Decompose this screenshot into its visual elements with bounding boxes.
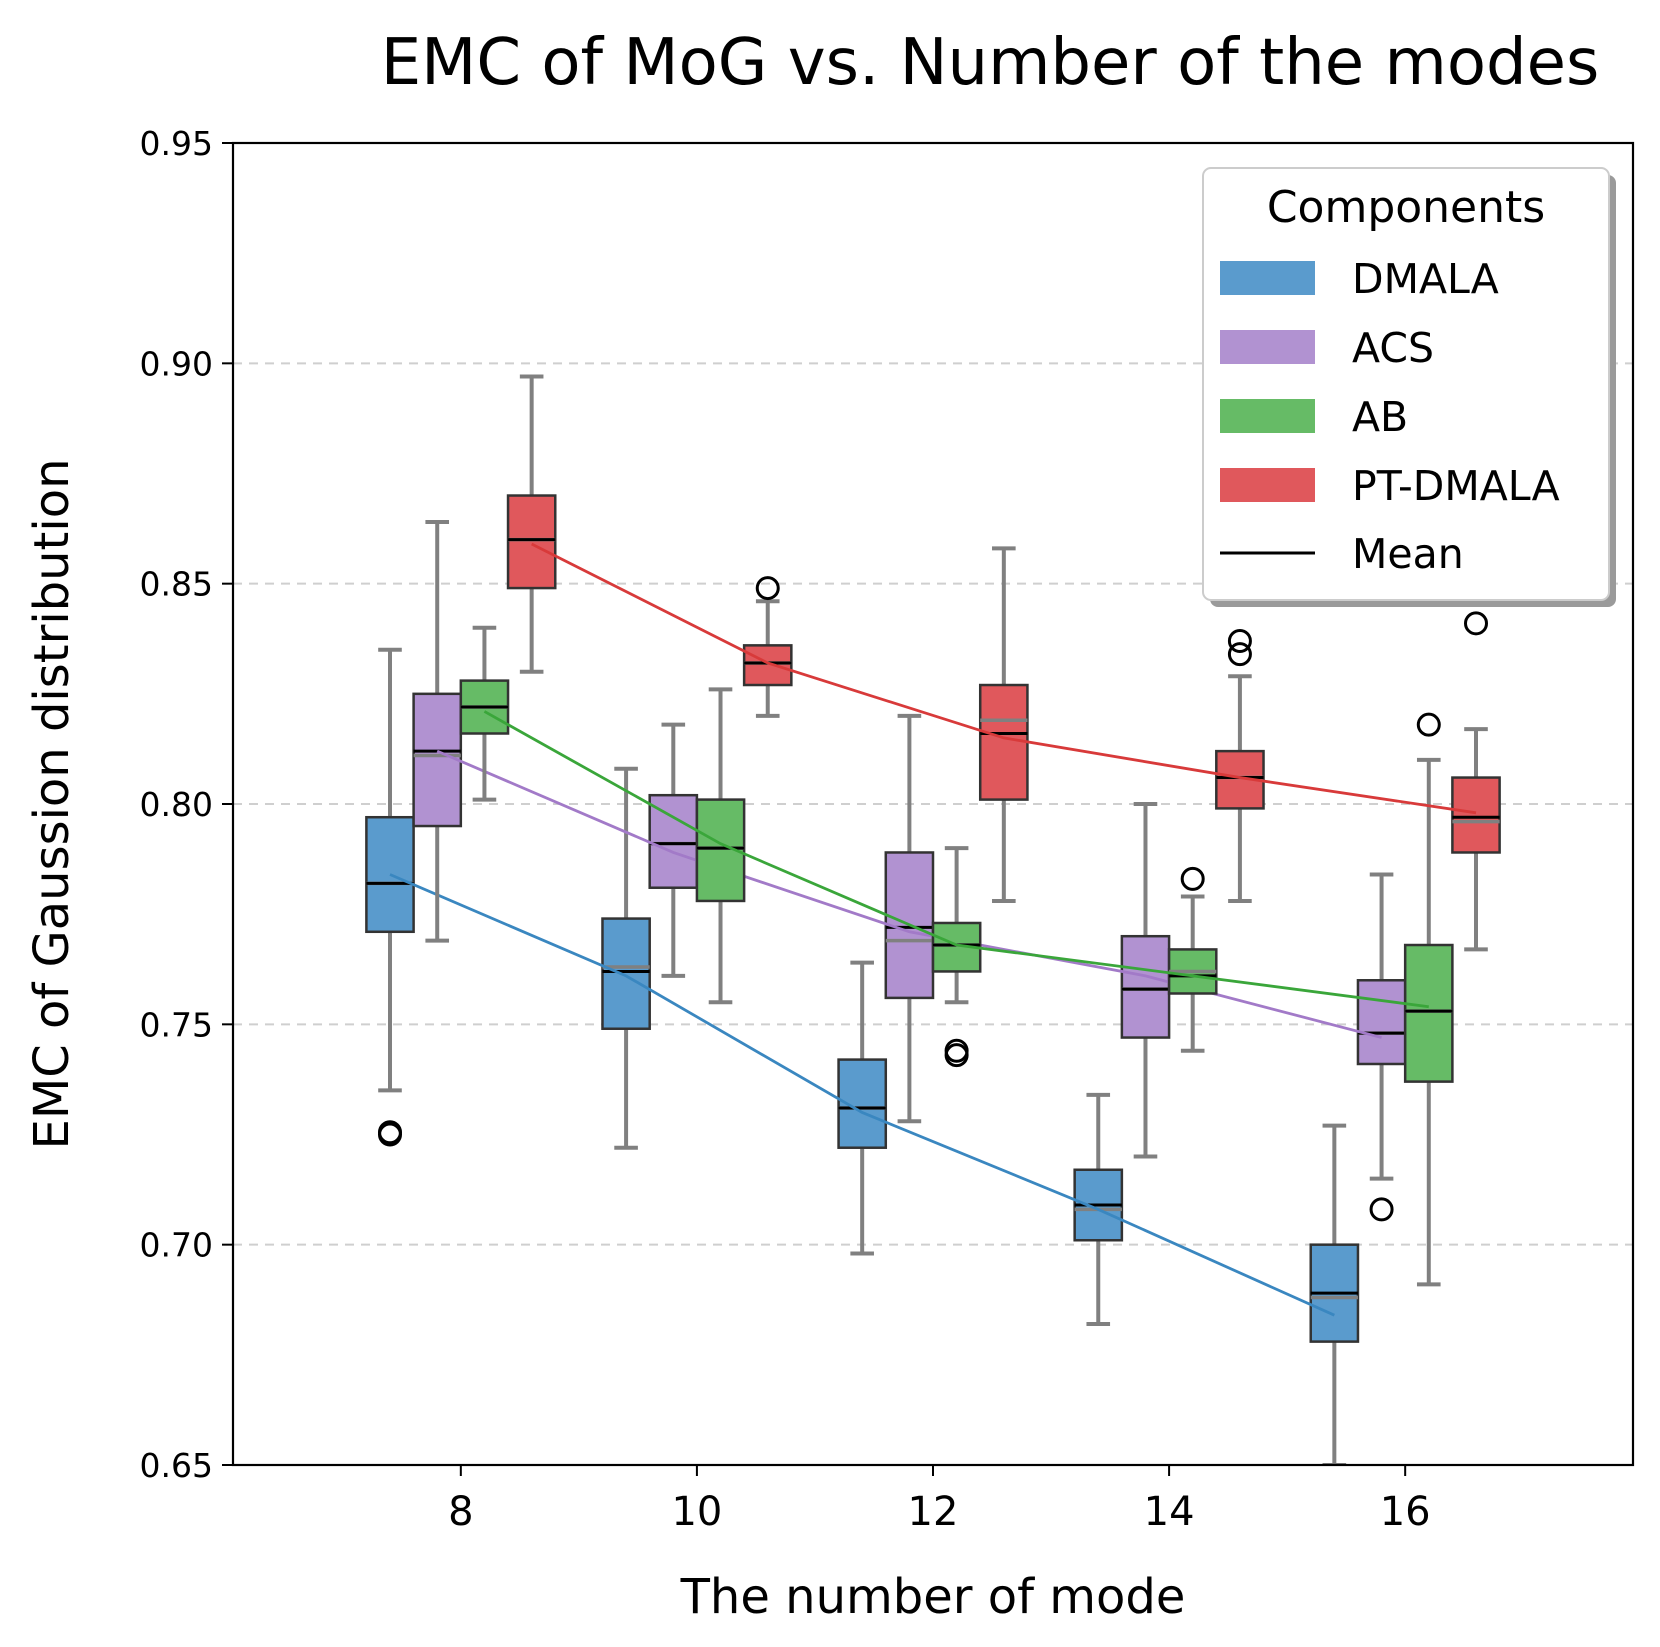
y-tick-label: 0.65 xyxy=(140,1446,213,1485)
box-acs-14-box xyxy=(1120,934,1171,1039)
legend-label-pt-dmala: PT-DMALA xyxy=(1352,462,1560,510)
box-pt-dmala-14-outlier xyxy=(1227,642,1252,667)
legend-swatch-ab xyxy=(1220,399,1315,433)
y-tick-label: 0.75 xyxy=(140,1005,213,1044)
box-dmala-8-outlier xyxy=(377,1120,402,1145)
x-tick-label: 16 xyxy=(1380,1489,1431,1535)
box-pt-dmala-8-box xyxy=(506,494,557,590)
box-acs-16-box xyxy=(1356,979,1407,1066)
chart-title: EMC of MoG vs. Number of the modes xyxy=(381,26,1600,100)
box-pt-dmala-16-outlier xyxy=(1464,611,1489,636)
y-tick-label: 0.70 xyxy=(140,1226,213,1265)
y-tick-label: 0.90 xyxy=(140,344,213,383)
box-ab-12-outlier xyxy=(944,1038,969,1063)
legend-label-dmala: DMALA xyxy=(1352,255,1499,303)
mean-line-ab xyxy=(483,710,1429,1009)
series-dmala xyxy=(365,647,1360,1465)
legend-swatch-pt-dmala xyxy=(1220,468,1315,502)
x-tick-label: 10 xyxy=(671,1489,722,1535)
box-ab-16-outlier xyxy=(1416,712,1441,737)
legend-label-ab: AB xyxy=(1352,393,1408,441)
box-pt-dmala-16-box xyxy=(1451,776,1501,854)
mean-line-pt-dmala xyxy=(531,542,1477,815)
series-ab xyxy=(459,625,1454,1287)
legend-title: Components xyxy=(1267,182,1545,233)
x-tick-label: 8 xyxy=(448,1489,473,1535)
mean-line-acs xyxy=(436,749,1382,1039)
y-tick-label: 0.85 xyxy=(140,565,213,604)
box-pt-dmala-14-outlier xyxy=(1227,628,1252,653)
box-ab-14-outlier xyxy=(1180,866,1205,891)
legend-label-acs: ACS xyxy=(1352,324,1434,372)
mean-line-dmala xyxy=(389,873,1335,1317)
x-axis-label: The number of mode xyxy=(680,1569,1186,1625)
box-pt-dmala-10-outlier xyxy=(755,576,780,601)
series-layer xyxy=(365,374,1501,1465)
box-dmala-10-box xyxy=(601,917,651,1030)
axes-layer: 0.65 0.70 0.75 0.80 0.85 0.90 0.95 8 10 12 14 16 xyxy=(140,124,1431,1535)
box-dmala-12-box xyxy=(837,1058,888,1149)
box-acs-8-box xyxy=(412,692,463,828)
series-acs xyxy=(412,519,1407,1222)
legend-entries: DMALA ACS AB PT-DMALA Mean xyxy=(1220,255,1560,578)
legend-label-mean: Mean xyxy=(1352,530,1464,578)
box-ab-16-box xyxy=(1403,943,1454,1083)
box-acs-10-box xyxy=(648,793,699,889)
legend: Components DMALA ACS AB PT-DMALA Mean xyxy=(1202,167,1616,607)
box-ab-10-box xyxy=(695,798,746,903)
series-pt-dmala xyxy=(506,374,1501,952)
y-tick-label: 0.80 xyxy=(140,785,213,824)
box-pt-dmala-12-box xyxy=(978,683,1029,801)
box-pt-dmala-10-box xyxy=(742,644,793,687)
y-axis-label: EMC of Gaussion distribution xyxy=(24,458,80,1149)
x-tick-label: 12 xyxy=(908,1489,959,1535)
box-acs-16-outlier xyxy=(1369,1197,1394,1222)
x-tick-label: 14 xyxy=(1144,1489,1195,1535)
y-tick-label: 0.95 xyxy=(140,124,213,163)
legend-swatch-dmala xyxy=(1220,261,1315,295)
legend-swatch-acs xyxy=(1220,330,1315,364)
